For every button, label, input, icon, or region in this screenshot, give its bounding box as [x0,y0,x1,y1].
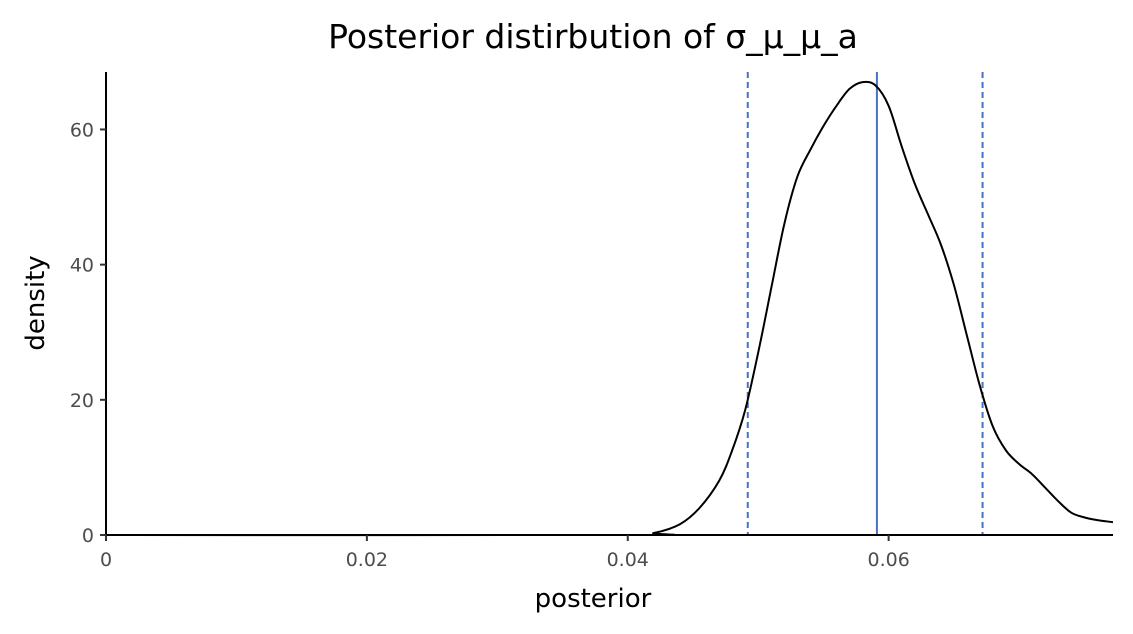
chart-title: Posterior distirbution of σ_μ_μ_a [328,17,858,56]
y-tick-label: 40 [70,255,94,277]
y-tick-label: 60 [70,119,94,141]
density-curve-0 [105,80,1114,537]
y-tick-label: 20 [70,390,94,412]
x-tick-label: 0.06 [867,549,909,571]
x-axis-label: posterior [535,584,652,614]
y-tick-label: 0 [82,525,94,547]
plot-area: 0 0.02 0.04 0.06 0 20 40 60 [70,72,1114,571]
x-tick-label: 0.04 [607,549,649,571]
y-axis-label: density [21,255,51,350]
x-tick-label: 0.02 [346,549,388,571]
x-tick-label: 0 [100,549,112,571]
